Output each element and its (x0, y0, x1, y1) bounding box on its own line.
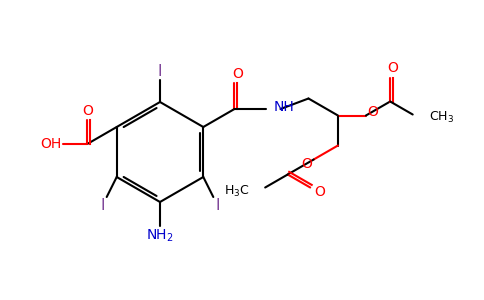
Text: OH: OH (41, 137, 62, 151)
Text: O: O (314, 184, 325, 199)
Text: I: I (101, 199, 105, 214)
Text: O: O (388, 61, 399, 74)
Text: O: O (232, 67, 243, 81)
Text: NH: NH (273, 100, 294, 114)
Text: I: I (215, 199, 220, 214)
Text: NH$_2$: NH$_2$ (146, 228, 174, 244)
Text: O: O (301, 157, 312, 170)
Text: O: O (367, 106, 378, 119)
Text: O: O (82, 104, 93, 118)
Text: CH$_3$: CH$_3$ (429, 110, 454, 125)
Text: I: I (158, 64, 162, 79)
Text: H$_3$C: H$_3$C (224, 184, 249, 199)
